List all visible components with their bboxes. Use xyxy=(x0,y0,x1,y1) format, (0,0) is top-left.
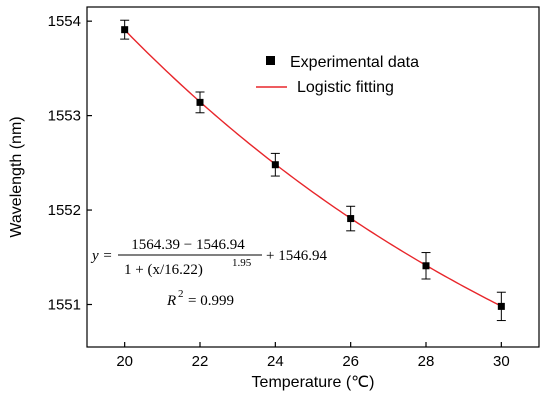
r-squared-symbol: R xyxy=(166,293,176,309)
data-points-group xyxy=(120,19,506,322)
equation-denominator: 1 + (x/16.22) xyxy=(124,262,203,278)
r-squared-value: = 0.999 xyxy=(188,293,234,309)
fit-line-group xyxy=(124,29,502,307)
fit-equation: y = 1564.39 − 1546.94 1 + (x/16.22) 1.95… xyxy=(90,237,327,309)
data-point xyxy=(422,262,430,270)
fit-line xyxy=(124,29,502,307)
data-point xyxy=(196,98,204,106)
data-point xyxy=(347,215,355,223)
equation-tail: + 1546.94 xyxy=(266,248,327,264)
x-tick-label: 26 xyxy=(342,353,359,370)
data-point xyxy=(121,26,129,34)
x-tick-label: 30 xyxy=(493,353,510,370)
y-tick-label: 1551 xyxy=(48,297,81,314)
legend-label-experimental: Experimental data xyxy=(290,54,419,71)
equation-lhs: y = xyxy=(90,248,113,264)
plot-frame xyxy=(86,6,540,348)
data-point xyxy=(497,302,505,310)
equation-exponent: 1.95 xyxy=(232,257,252,269)
y-tick-label: 1552 xyxy=(48,202,81,219)
x-tick-label: 22 xyxy=(192,353,209,370)
x-tick-label: 24 xyxy=(267,353,284,370)
x-axis-title: Temperature (℃) xyxy=(252,374,375,391)
y-tick-label: 1554 xyxy=(48,13,81,30)
r-squared-exponent: 2 xyxy=(178,288,184,300)
y-tick-label: 1553 xyxy=(48,108,81,125)
equation-numerator: 1564.39 − 1546.94 xyxy=(131,237,245,253)
y-axis-title: Wavelength (nm) xyxy=(8,116,25,237)
legend: Experimental data Logistic fitting xyxy=(256,54,419,96)
data-point xyxy=(271,161,279,169)
x-tick-label: 20 xyxy=(116,353,133,370)
x-tick-label: 28 xyxy=(418,353,435,370)
axis-ticks: 20 22 24 26 28 30 1551 1552 1553 1554 xyxy=(48,13,510,370)
legend-label-fit: Logistic fitting xyxy=(297,79,394,96)
legend-marker-experimental xyxy=(266,56,275,65)
